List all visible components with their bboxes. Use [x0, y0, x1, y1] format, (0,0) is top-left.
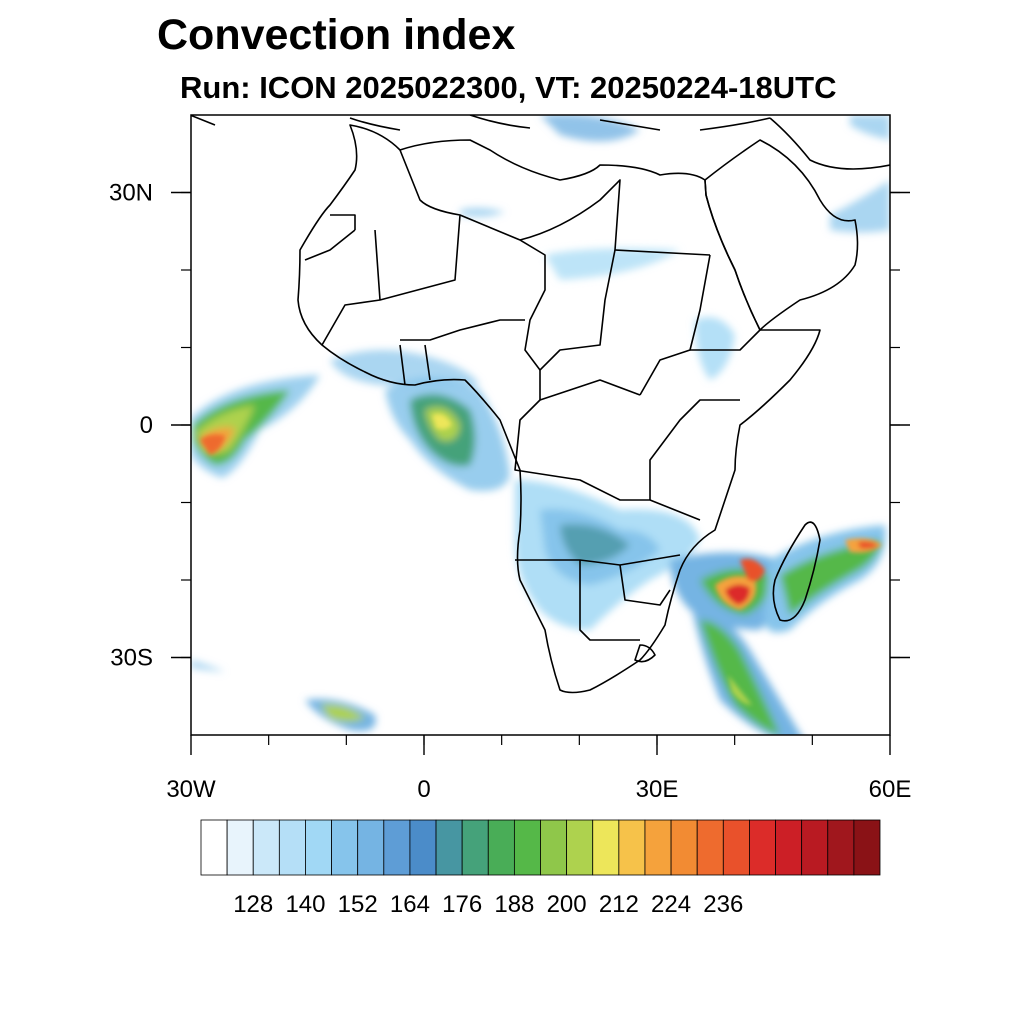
colorbar-swatch [383, 819, 411, 876]
colorbar-swatch [305, 819, 332, 876]
colorbar-swatch [749, 819, 776, 876]
colorbar-swatch [278, 819, 306, 876]
colorbar-swatch [670, 819, 698, 876]
colorbar-label: 140 [285, 891, 325, 918]
colorbar-swatch [409, 819, 437, 876]
colorbar-label: 236 [703, 891, 743, 918]
colorbar-swatch [200, 819, 228, 876]
colorbar-swatch [331, 819, 359, 876]
colorbar-label: 176 [442, 891, 482, 918]
colorbar-swatch [357, 819, 385, 876]
lon-tick-label: 30W [166, 776, 216, 803]
colorbar-label: 188 [494, 891, 534, 918]
colorbar-label: 152 [338, 891, 378, 918]
map-frame [190, 114, 891, 736]
colorbar-label: 224 [651, 891, 691, 918]
colorbar-swatch [226, 819, 254, 876]
lon-tick-label: 60E [869, 776, 912, 803]
colorbar-swatch [722, 819, 750, 876]
colorbar-swatch [618, 819, 646, 876]
colorbar-swatch [696, 819, 724, 876]
lon-tick-label: 30E [636, 776, 679, 803]
lat-tick-label: 30S [110, 645, 153, 672]
colorbar-swatch [566, 819, 594, 876]
map-title: Convection index [157, 11, 516, 59]
convection-field [191, 115, 890, 735]
coastlines [191, 115, 890, 694]
colorbar-label: 128 [233, 891, 273, 918]
colorbar-swatch [487, 819, 515, 876]
colorbar-swatch [252, 819, 280, 876]
colorbar-swatch [540, 819, 568, 876]
map-subtitle: Run: ICON 2025022300, VT: 20250224-18UTC [180, 70, 837, 105]
colorbar-swatch [801, 819, 829, 876]
colorbar-swatch [461, 819, 489, 876]
colorbar-label: 200 [547, 891, 587, 918]
colorbar: 128 140 152 164 176 188 200 212 224 236 [200, 819, 881, 918]
colorbar-swatch [644, 819, 672, 876]
colorbar-swatch [853, 819, 881, 876]
colorbar-swatch [592, 819, 620, 876]
colorbar-label: 212 [599, 891, 639, 918]
map-axes: 30N 0 30S 30W 0 30E 60E [109, 180, 911, 804]
lat-tick-label: 30N [109, 180, 153, 207]
colorbar-swatch [435, 819, 463, 876]
colorbar-label: 164 [390, 891, 430, 918]
colorbar-swatch [775, 819, 803, 876]
colorbar-swatch [827, 819, 855, 876]
lat-tick-label: 0 [140, 412, 153, 439]
lon-tick-label: 0 [417, 776, 430, 803]
colorbar-swatch [513, 819, 541, 876]
